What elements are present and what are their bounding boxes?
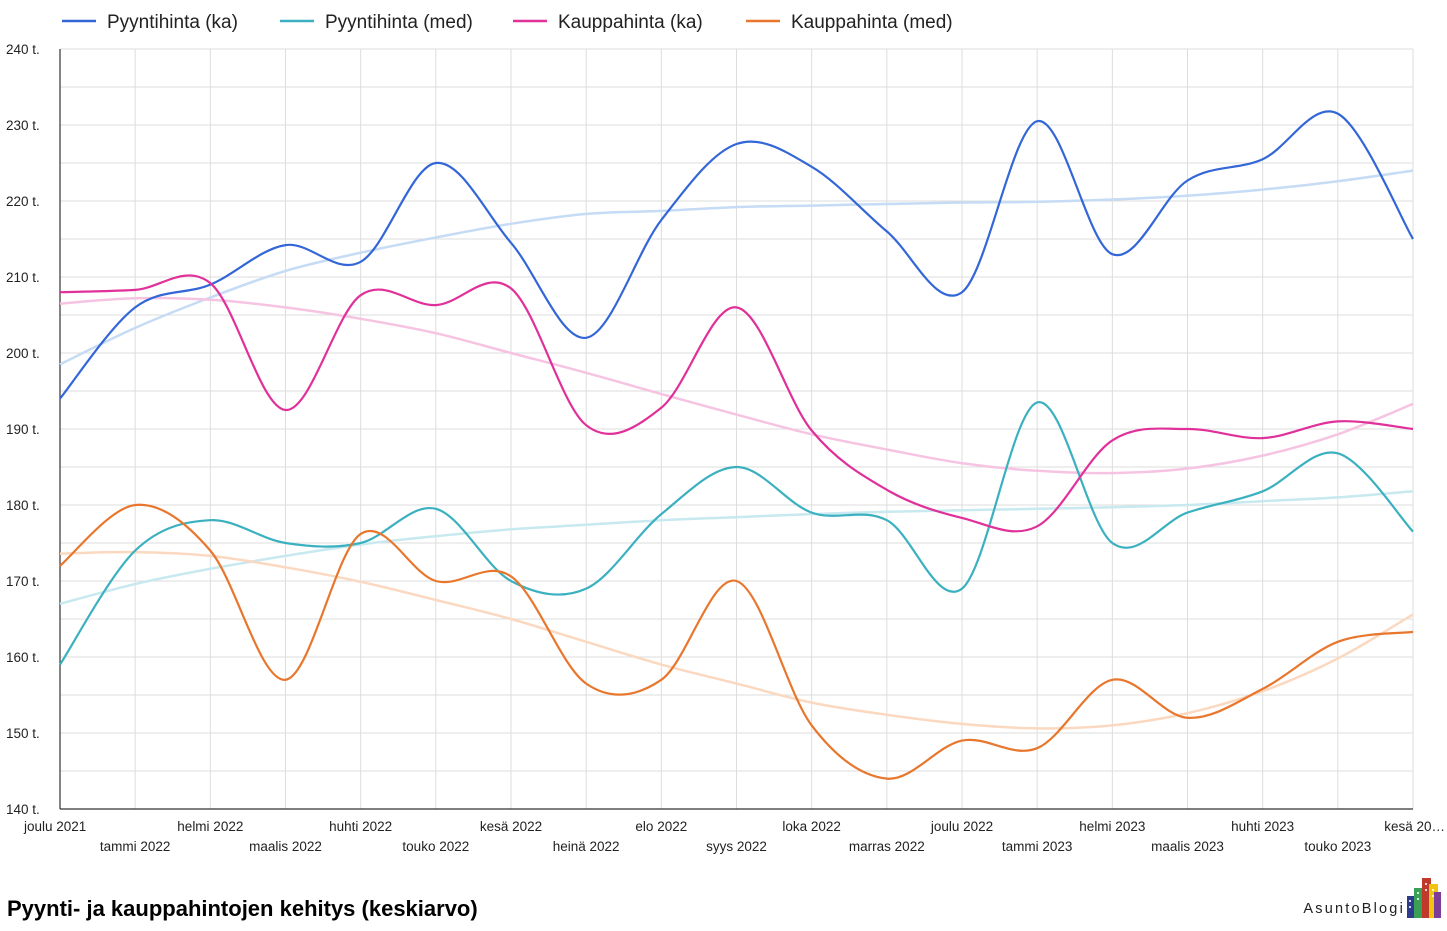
series-lines [59, 110, 1414, 780]
series-line [59, 110, 1414, 400]
x-tick-label: helmi 2022 [177, 819, 243, 834]
y-axis: 140 t. 150 t. 160 t. 170 t. 180 t. 190 t. 200 … [6, 42, 40, 817]
x-tick-label: loka 2022 [782, 819, 841, 834]
x-tick-label: helmi 2023 [1079, 819, 1145, 834]
series-line [59, 503, 1414, 780]
trendline [59, 169, 1414, 366]
x-tick-label: joulu 2022 [930, 819, 993, 834]
x-tick-label: marras 2022 [849, 839, 925, 854]
series-line [59, 401, 1414, 666]
x-tick-label: tammi 2022 [100, 839, 171, 854]
x-tick-label: touko 2022 [402, 839, 469, 854]
brand-logo: AsuntoBlogi [1303, 874, 1441, 918]
chart-grid [59, 48, 1414, 810]
legend-label: Pyyntihinta (ka) [107, 12, 238, 33]
legend-label: Kauppahinta (ka) [558, 12, 703, 33]
x-tick-label: joulu 2021 [23, 819, 86, 834]
y-tick-label: 140 t. [6, 802, 40, 817]
series-line [59, 274, 1414, 533]
y-tick-label: 180 t. [6, 498, 40, 513]
x-tick-label: maalis 2022 [249, 839, 322, 854]
x-tick-label: syys 2022 [706, 839, 767, 854]
x-tick-label: kesä 2022 [480, 819, 542, 834]
trendlines [59, 169, 1414, 730]
buildings-icon [1407, 878, 1441, 918]
legend-label: Kauppahinta (med) [791, 12, 953, 33]
chart-title: Pyynti- ja kauppahintojen kehitys (keski… [7, 896, 478, 921]
trendline [59, 296, 1414, 475]
y-tick-label: 200 t. [6, 346, 40, 361]
brand-name: AsuntoBlogi [1303, 901, 1405, 917]
x-tick-label: touko 2023 [1304, 839, 1371, 854]
chart-legend: Pyyntihinta (ka) Pyyntihinta (med) Kauppah… [62, 12, 953, 33]
line-chart: Pyyntihinta (ka) Pyyntihinta (med) Kauppah… [6, 12, 1445, 854]
y-tick-label: 210 t. [6, 270, 40, 285]
x-axis: joulu 2021 tammi 2022 helmi 2022 maalis 202… [23, 819, 1445, 854]
x-tick-label: elo 2022 [635, 819, 687, 834]
y-tick-label: 230 t. [6, 118, 40, 133]
y-tick-label: 160 t. [6, 650, 40, 665]
y-tick-label: 190 t. [6, 422, 40, 437]
y-tick-label: 220 t. [6, 194, 40, 209]
trendline [59, 490, 1414, 606]
x-tick-label: maalis 2023 [1151, 839, 1224, 854]
y-tick-label: 170 t. [6, 574, 40, 589]
y-tick-label: 150 t. [6, 726, 40, 741]
x-tick-label: tammi 2023 [1002, 839, 1073, 854]
trendline [59, 550, 1414, 730]
x-tick-label: heinä 2022 [553, 839, 620, 854]
x-tick-label: huhti 2022 [329, 819, 392, 834]
x-tick-label: huhti 2023 [1231, 819, 1294, 834]
y-tick-label: 240 t. [6, 42, 40, 57]
x-tick-label: kesä 20… [1384, 819, 1445, 834]
legend-label: Pyyntihinta (med) [325, 12, 473, 33]
